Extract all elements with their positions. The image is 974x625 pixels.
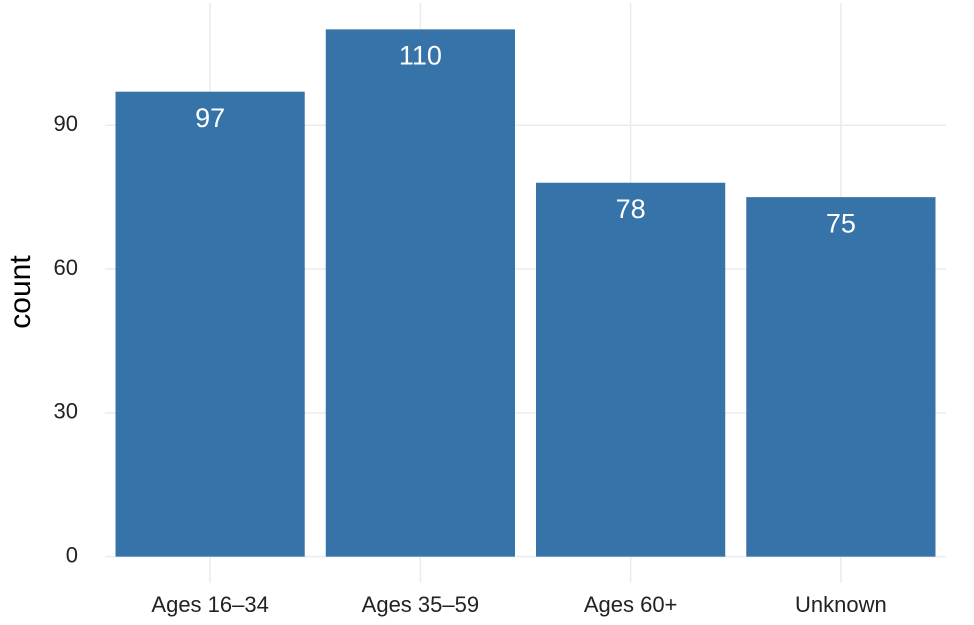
x-tick-label: Ages 60+ [584, 592, 678, 617]
y-tick-label: 90 [54, 111, 78, 136]
value-label: 75 [826, 208, 856, 238]
x-tick-label: Ages 35–59 [362, 592, 479, 617]
bar [746, 197, 936, 557]
y-tick-label: 0 [66, 542, 78, 567]
x-tick-label: Unknown [795, 592, 887, 617]
bar [115, 91, 305, 557]
y-tick-label: 60 [54, 255, 78, 280]
x-tick-label: Ages 16–34 [151, 592, 268, 617]
bar [325, 29, 515, 557]
value-label: 78 [616, 194, 646, 224]
y-axis-label: count [4, 255, 37, 329]
value-label: 97 [195, 103, 225, 133]
bar [536, 182, 726, 557]
value-label: 110 [399, 40, 442, 70]
y-tick-label: 30 [54, 399, 78, 424]
